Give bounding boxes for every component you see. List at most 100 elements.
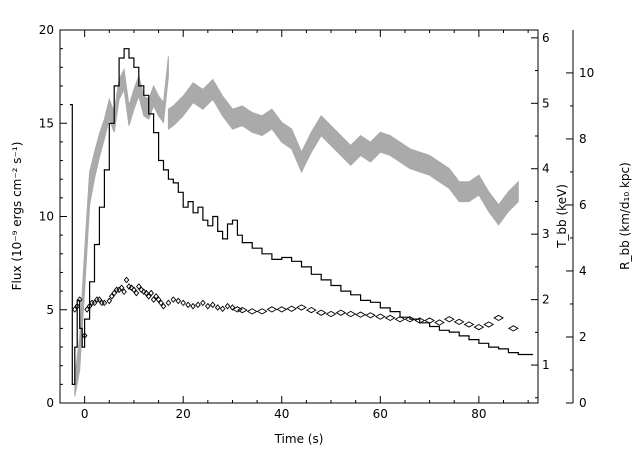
temperature-point	[507, 325, 519, 332]
x-tick-label: 80	[471, 407, 486, 421]
temperature-point	[71, 306, 78, 313]
y-axis-right1-label: T_bb (keV)	[555, 184, 569, 249]
temperature-point	[86, 302, 93, 310]
radius-band-segment-1	[167, 78, 519, 226]
plot-frame	[59, 29, 539, 404]
temperature-point	[286, 305, 298, 312]
temperature-point	[136, 283, 142, 290]
y-axis-left-label: Flux (10⁻⁹ ergs cm⁻² s⁻¹)	[10, 142, 24, 291]
y-right2-tick-label: 8	[579, 132, 587, 146]
radius-band-segment-0	[74, 56, 169, 397]
temperature-point	[384, 314, 396, 322]
temperature-point	[266, 306, 278, 313]
temperature-point	[443, 316, 455, 323]
y-right2-tick-label: 4	[579, 264, 587, 278]
temperature-point	[414, 317, 426, 324]
temperature-point	[155, 296, 162, 303]
temperature-point	[101, 299, 108, 307]
flux-line	[69, 48, 534, 385]
temperature-point	[145, 293, 152, 300]
temperature-point	[158, 299, 164, 307]
temperature-point	[138, 286, 145, 294]
temperature-point	[91, 299, 98, 307]
temperature-point	[236, 306, 248, 314]
temperature-point	[493, 314, 504, 322]
temperature-point	[170, 296, 177, 303]
temperature-point	[190, 302, 196, 310]
y-right2-tick-label: 6	[579, 198, 587, 212]
temperature-point	[96, 296, 103, 303]
temperature-point	[209, 301, 216, 309]
x-tick-label: 0	[81, 407, 89, 421]
y-left-tick-label: 10	[39, 210, 54, 224]
x-tick-label: 60	[373, 407, 388, 421]
temperature-point	[224, 302, 231, 310]
temperature-point	[175, 297, 182, 305]
temperature-markers	[71, 276, 519, 339]
y-right1-tick-label: 1	[542, 358, 550, 372]
temperature-point	[365, 312, 376, 319]
temperature-point	[118, 284, 125, 292]
temperature-point	[374, 313, 386, 320]
temperature-point	[185, 301, 191, 309]
y-right1-tick-label: 5	[542, 96, 550, 110]
x-axis-label: Time (s)	[274, 432, 324, 446]
temperature-point	[123, 276, 130, 284]
temperature-point	[205, 302, 211, 310]
temperature-point	[246, 308, 258, 315]
temperature-point	[434, 319, 445, 326]
y-right2-tick-label: 10	[579, 66, 594, 80]
temperature-point	[424, 317, 435, 324]
temperature-point	[148, 289, 154, 297]
temperature-point	[404, 316, 416, 323]
temperature-point	[180, 299, 186, 307]
temperature-point	[106, 297, 113, 305]
y-right2-tick-label: 0	[579, 396, 587, 410]
temperature-point	[394, 316, 406, 323]
y-axis-right2-label: R_bb (km/d₁₀ kpc)	[618, 162, 632, 270]
temperature-point	[305, 306, 317, 314]
flux-histogram	[69, 48, 534, 385]
temperature-point	[108, 293, 115, 300]
y-left-tick-label: 15	[39, 116, 54, 130]
temperature-point	[325, 310, 337, 318]
temperature-point	[143, 289, 150, 297]
temperature-point	[256, 308, 268, 315]
temperature-point	[219, 305, 226, 313]
temperature-point	[140, 288, 147, 296]
x-tick-label: 20	[176, 407, 191, 421]
temperature-point	[483, 321, 495, 328]
temperature-point	[453, 318, 465, 325]
x-tick-label: 40	[274, 407, 289, 421]
temperature-point	[128, 284, 135, 292]
y-right1-tick-label: 3	[542, 227, 550, 241]
radius-band	[74, 56, 519, 397]
temperature-point	[276, 306, 288, 313]
y-left-tick-label: 5	[46, 303, 54, 317]
temperature-point	[335, 309, 347, 316]
temperature-point	[355, 311, 366, 318]
temperature-point	[463, 321, 475, 328]
temperature-point	[296, 304, 307, 311]
temperature-point	[111, 289, 117, 297]
y-left-tick-label: 20	[39, 23, 54, 37]
temperature-point	[131, 286, 137, 294]
temperature-point	[200, 299, 206, 307]
temperature-point	[214, 304, 221, 311]
y-right2-tick-label: 2	[579, 330, 587, 344]
temperature-point	[229, 304, 236, 311]
temperature-point	[81, 332, 88, 339]
temperature-point	[84, 306, 90, 313]
temperature-point	[160, 302, 167, 310]
temperature-point	[315, 309, 327, 316]
temperature-point	[473, 323, 485, 331]
y-right1-tick-label: 4	[542, 162, 550, 176]
temperature-point	[74, 302, 81, 310]
temperature-point	[153, 293, 159, 300]
temperature-point	[126, 283, 132, 290]
temperature-point	[121, 288, 127, 296]
y-right1-tick-label: 2	[542, 293, 550, 307]
temperature-point	[133, 289, 140, 297]
